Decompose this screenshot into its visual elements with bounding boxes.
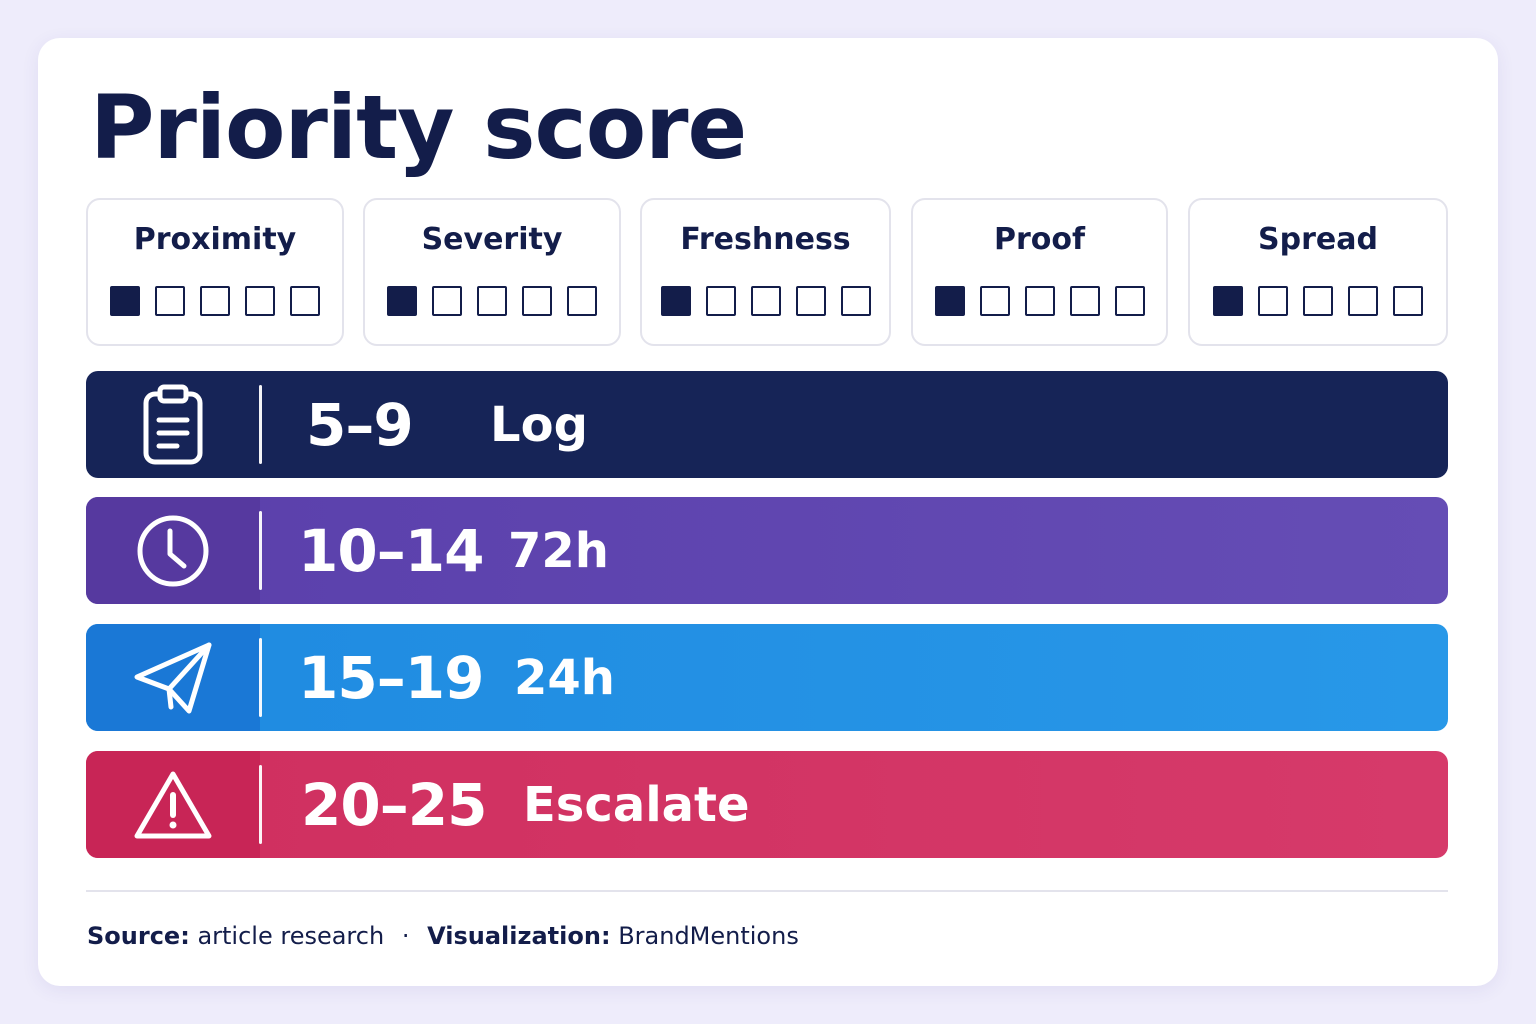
paper-plane-icon [134, 642, 212, 713]
footer-separator: · [401, 922, 410, 950]
filled-square [660, 286, 691, 316]
rating-squares [642, 286, 889, 316]
factor-label: Proximity [133, 222, 297, 257]
factor-card-proximity: Proximity [86, 198, 344, 346]
band-divider [259, 765, 262, 844]
empty-square [1348, 286, 1378, 316]
empty-square [750, 286, 781, 316]
empty-square [155, 286, 185, 316]
empty-square [522, 286, 552, 316]
clipboard-icon [143, 384, 203, 464]
band-action: 72h [508, 522, 609, 579]
filled-square [934, 286, 965, 316]
source-value: article research [197, 922, 385, 950]
empty-square [200, 286, 230, 316]
empty-square [567, 286, 597, 316]
filled-square [110, 286, 140, 316]
factor-label: Spread [1258, 222, 1378, 257]
empty-square [432, 286, 462, 316]
source-label: Source: [87, 922, 190, 950]
band-icon-cell [86, 371, 260, 478]
priority-card: Priority score Proximity Severity Freshn… [38, 38, 1498, 986]
band-divider [259, 638, 262, 717]
band-range: 5–9 [306, 390, 414, 459]
factor-label: Proof [993, 222, 1086, 257]
empty-square [477, 286, 507, 316]
band-log: 5–9 Log [86, 371, 1448, 478]
factor-card-spread: Spread [1188, 198, 1448, 346]
band-72h: 10–14 72h [86, 497, 1448, 604]
band-icon-cell [86, 624, 260, 731]
band-action: Escalate [523, 776, 750, 833]
rating-squares [365, 286, 619, 316]
band-divider [259, 511, 262, 590]
rating-squares [88, 286, 342, 316]
empty-square [1024, 286, 1055, 316]
factor-card-freshness: Freshness [640, 198, 891, 346]
empty-square [1393, 286, 1423, 316]
factor-card-severity: Severity [363, 198, 621, 346]
band-24h: 15–19 24h [86, 624, 1448, 731]
empty-square [290, 286, 320, 316]
factor-label: Freshness [680, 222, 851, 257]
visualization-label: Visualization: [427, 922, 611, 950]
factor-card-proof: Proof [911, 198, 1168, 346]
rating-squares [1190, 286, 1446, 316]
band-range: 20–25 [301, 770, 487, 839]
band-icon-cell [86, 497, 260, 604]
factor-row: Proximity Severity Freshness Proof Sprea… [86, 198, 1448, 346]
empty-square [979, 286, 1010, 316]
empty-square [245, 286, 275, 316]
warning-icon [134, 771, 212, 838]
band-escalate: 20–25 Escalate [86, 751, 1448, 858]
visualization-value: BrandMentions [618, 922, 799, 950]
band-range: 10–14 [298, 516, 484, 585]
band-action: 24h [514, 649, 615, 706]
band-range: 15–19 [298, 643, 484, 712]
empty-square [840, 286, 871, 316]
source-footer: Source: article research · Visualization… [87, 922, 799, 950]
band-action: Log [490, 396, 588, 453]
footer-divider [86, 890, 1448, 892]
clock-icon [137, 515, 209, 586]
empty-square [1258, 286, 1288, 316]
empty-square [1114, 286, 1145, 316]
empty-square [795, 286, 826, 316]
band-icon-cell [86, 751, 260, 858]
filled-square [1213, 286, 1243, 316]
page-title: Priority score [90, 76, 747, 179]
factor-label: Severity [421, 222, 563, 257]
empty-square [1303, 286, 1333, 316]
rating-squares [913, 286, 1166, 316]
empty-square [1069, 286, 1100, 316]
filled-square [387, 286, 417, 316]
band-divider [259, 385, 262, 464]
empty-square [705, 286, 736, 316]
